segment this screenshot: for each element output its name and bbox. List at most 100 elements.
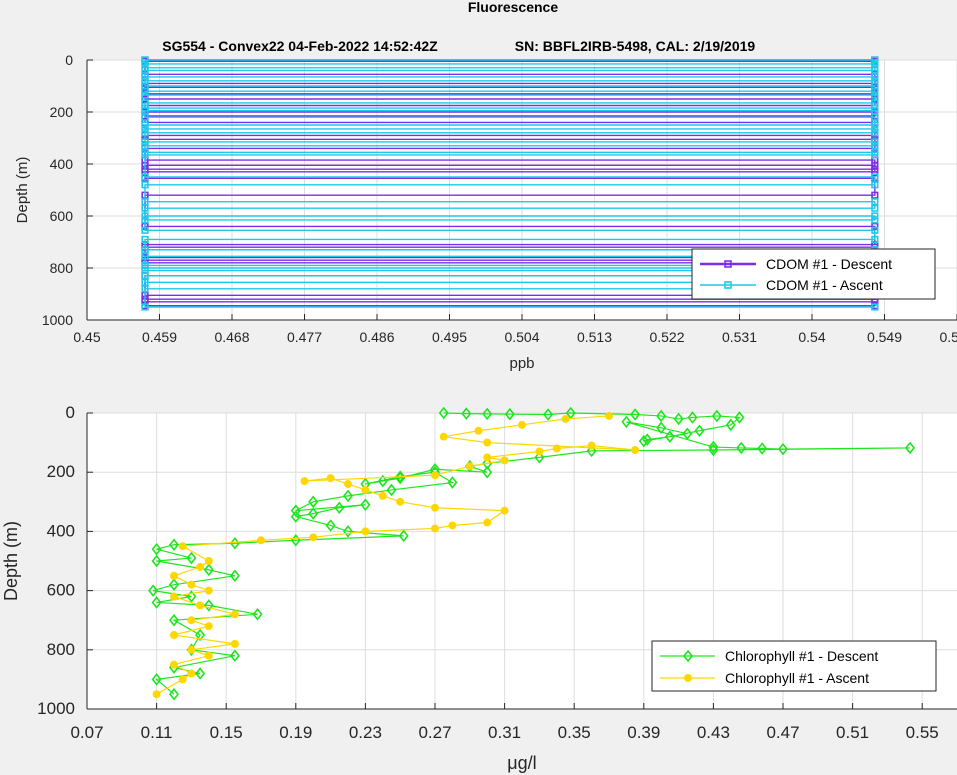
x-tick-label: 0.11: [141, 723, 173, 742]
x-tick-label: 0.522: [649, 329, 684, 345]
chlorophyll-series-0-point: [482, 465, 493, 479]
x-tick-label: 0.07: [70, 723, 103, 742]
chlorophyll-legend-ascent-sample: [660, 674, 715, 682]
chlorophyll-series-0-point: [360, 498, 371, 512]
cdom-series-1-point: [141, 212, 149, 220]
chlorophyll-series-0-point: [186, 590, 197, 603]
y-tick-label: 800: [47, 640, 75, 659]
chlorophyll-series-0-point: [757, 442, 768, 455]
chlorophyll-series-1-point: [196, 562, 205, 571]
chlorophyll-series-0-point: [664, 430, 675, 443]
x-tick-label: 0.35: [558, 723, 591, 742]
cdom-series-0-point: [871, 191, 879, 199]
chlorophyll-series-0-point: [229, 649, 240, 663]
chlorophyll-series-1-point: [230, 639, 239, 648]
chlorophyll-series-1-point: [257, 536, 265, 545]
cdom-legend-descent-sample: [700, 260, 756, 268]
x-tick-label: 0.27: [418, 723, 451, 742]
chlorophyll-series-1-point: [361, 485, 370, 494]
chlorophyll-series-1-point: [552, 444, 561, 453]
cdom-series-1-point: [141, 66, 149, 74]
cdom-legend-ascent-sample: [700, 281, 756, 289]
chlorophyll-legend-descent-label: Chlorophyll #1 - Descent: [725, 648, 878, 664]
cdom-series-1-point: [871, 107, 879, 115]
cdom-plot: 0.45 0.459 0.468 0.477 0.486 0.495 0.504 0.513 0…: [14, 52, 957, 372]
cdom-x-axis-label: ppb: [509, 355, 534, 372]
cdom-series-1-point: [141, 129, 149, 137]
x-tick-label: 0.39: [627, 723, 660, 742]
cdom-series-1-point: [871, 173, 879, 181]
cdom-series-1-point: [141, 272, 149, 280]
x-tick-label: 0.558: [939, 329, 957, 345]
y-tick-label: 1000: [37, 699, 75, 718]
cdom-series-1-point: [871, 198, 879, 206]
cdom-legend-descent-label: CDOM #1 - Descent: [766, 256, 892, 272]
chlorophyll-series-1-point: [204, 622, 213, 631]
chlorophyll-series-1-point: [605, 411, 613, 420]
chlorophyll-series-1-point: [483, 518, 492, 527]
chlorophyll-series-1-point: [204, 586, 213, 595]
chlorophyll-series-0-point: [290, 504, 301, 517]
y-tick-label: 0: [66, 403, 75, 422]
cdom-series-1-point: [871, 204, 879, 212]
chlorophyll-series-0-point: [543, 408, 554, 421]
cdom-series-1-point: [871, 138, 879, 146]
chlorophyll-series-1-point: [187, 580, 196, 589]
chlorophyll-series-0-point: [461, 407, 472, 420]
chlorophyll-series-1-point: [587, 441, 596, 450]
chlorophyll-series-1-point: [500, 506, 509, 515]
chlorophyll-series-0-point: [630, 408, 641, 421]
chlorophyll-series-1-point: [170, 592, 178, 601]
cdom-series-1-point: [871, 151, 879, 159]
chlorophyll-series-0-point: [151, 542, 162, 556]
chlorophyll-series-0-point: [687, 411, 698, 424]
chlorophyll-series-0-point: [398, 529, 409, 543]
x-tick-label: 0.477: [287, 329, 322, 345]
chlorophyll-series-0-point: [386, 483, 397, 497]
chlorophyll-series-0-point: [656, 409, 667, 423]
chlorophyll-series-0-point: [777, 442, 789, 456]
chlorophyll-legend-box: [651, 640, 937, 692]
cdom-series-1-point: [141, 235, 149, 244]
chlorophyll-series-0-point: [203, 563, 214, 577]
chlorophyll-series-1-point: [187, 616, 196, 625]
y-tick-label: 400: [50, 156, 74, 172]
chlorophyll-series-1-point: [152, 690, 161, 699]
x-tick-label: 0.486: [359, 329, 394, 345]
chlorophyll-series-0-point: [711, 409, 722, 423]
cdom-series-1-point: [871, 303, 879, 311]
chlorophyll-series-1-point: [483, 438, 492, 447]
chlorophyll-series-0-point: [186, 551, 197, 565]
chlorophyll-series-1-point: [178, 542, 187, 551]
chlorophyll-series-1-point: [230, 610, 239, 619]
chlorophyll-series-1-point: [561, 414, 570, 423]
cdom-series-1-point: [141, 113, 149, 121]
cdom-series-1-point: [141, 91, 149, 99]
chlorophyll-series-0-point: [673, 412, 684, 426]
x-tick-label: 0.43: [697, 723, 730, 742]
chlorophyll-series-0-point: [168, 538, 180, 552]
cdom-series-1-point: [141, 73, 149, 81]
x-tick-label: 0.23: [349, 723, 382, 742]
x-tick-label: 0.19: [279, 723, 312, 742]
figure-subtitle-right: SN: BBFL2IRB-5498, CAL: 2/19/2019: [515, 38, 756, 54]
chlorophyll-series-0-point: [904, 441, 916, 455]
cdom-y-axis-label: Depth (m): [14, 157, 31, 224]
chlorophyll-series-0-point: [656, 421, 667, 435]
chlorophyll-series-0-point: [377, 474, 388, 488]
chlorophyll-series-0-point: [203, 599, 214, 612]
cdom-series-1-point: [141, 278, 149, 286]
y-tick-label: 1000: [42, 312, 73, 328]
chlorophyll-series-0-point: [325, 519, 336, 532]
chlorophyll-series-0-point: [708, 440, 719, 454]
cdom-series-1-point: [871, 56, 879, 64]
cdom-series-1-point: [871, 87, 879, 95]
chlorophyll-series-1-point: [448, 521, 457, 530]
chlorophyll-series-0-point: [736, 441, 747, 455]
chlorophyll-series-1-point: [309, 533, 318, 542]
chlorophyll-series-1-point: [204, 651, 213, 660]
y-tick-label: 800: [50, 260, 74, 276]
chlorophyll-series-1-point: [326, 474, 335, 483]
chlorophyll-series-0-point: [151, 673, 162, 686]
